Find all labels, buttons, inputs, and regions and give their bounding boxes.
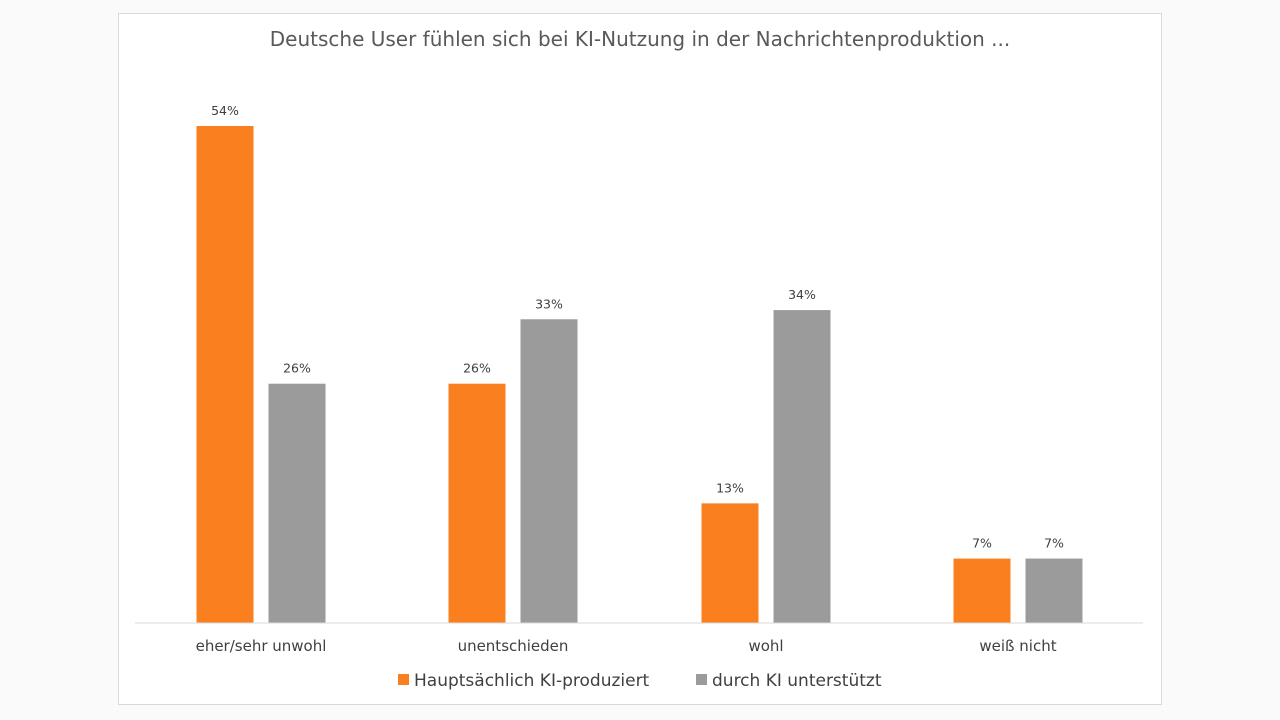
data-label: 7% [972, 536, 992, 551]
bar-ki-unterstuetzt [520, 319, 578, 623]
legend-label: durch KI unterstützt [712, 671, 882, 691]
data-label: 34% [788, 287, 816, 302]
data-label: 26% [463, 361, 491, 376]
legend-label: Hauptsächlich KI-produziert [414, 671, 650, 691]
x-tick-label: wohl [748, 637, 783, 655]
bar-ki-produziert [448, 383, 506, 623]
x-tick-label: eher/sehr unwohl [196, 637, 327, 655]
x-tick-label: weiß nicht [979, 637, 1056, 655]
data-label: 54% [211, 103, 239, 118]
data-label: 7% [1044, 536, 1064, 551]
bar-ki-produziert [953, 558, 1011, 623]
bar-ki-produziert [196, 126, 254, 623]
data-label: 13% [716, 480, 744, 495]
legend-swatch [398, 674, 409, 685]
legend-swatch [696, 674, 707, 685]
bar-ki-unterstuetzt [773, 310, 831, 623]
data-label: 33% [535, 296, 563, 311]
bar-ki-unterstuetzt [1025, 558, 1083, 623]
bar-ki-produziert [701, 503, 759, 623]
chart-title: Deutsche User fühlen sich bei KI-Nutzung… [270, 27, 1010, 51]
bar-ki-unterstuetzt [268, 383, 326, 623]
data-label: 26% [283, 361, 311, 376]
x-tick-label: unentschieden [458, 637, 569, 655]
